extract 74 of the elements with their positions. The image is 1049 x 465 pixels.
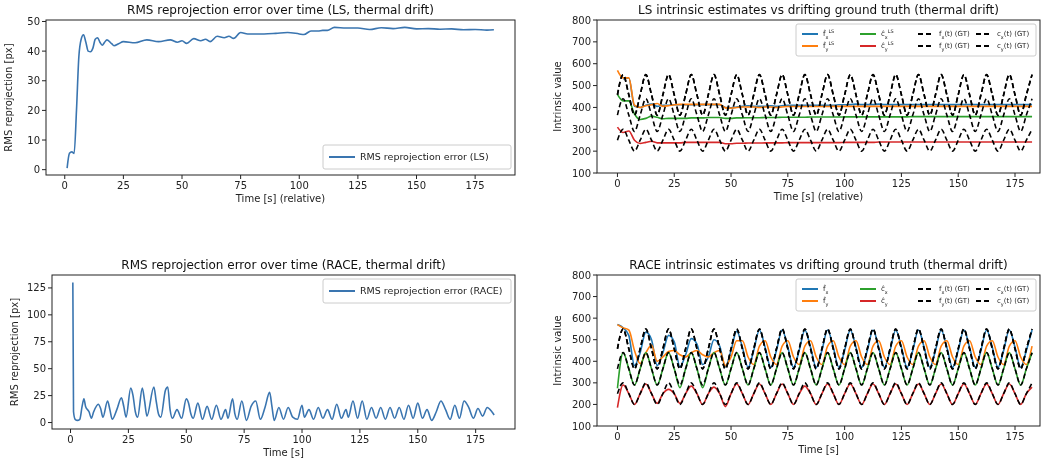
y-tick-label: 0 [33,164,40,176]
y-tick-label: 800 [571,269,591,281]
y-tick-label: 300 [571,377,591,389]
y-tick-label: 400 [571,355,591,367]
y-axis-title: RMS reprojection [px] [3,43,14,152]
y-tick-label: 25 [33,390,46,402]
x-tick-label: 125 [891,178,911,189]
legend-label: RMS reprojection error (RACE) [360,285,503,297]
x-tick-label: 0 [614,178,621,189]
x-tick-label: 50 [175,180,189,191]
x-tick-label: 175 [1005,431,1025,442]
y-tick-label: 600 [571,58,591,70]
y-tick-label: 20 [27,104,40,116]
y-tick-label: 600 [571,312,591,324]
x-tick-label: 50 [724,178,738,189]
x-tick-label: 100 [292,434,312,445]
y-tick-label: 10 [27,134,40,146]
y-tick-label: 300 [571,123,591,135]
chart-title: RACE intrinsic estimates vs drifting ground truth (thermal drift) [629,258,1008,272]
chart-title: LS intrinsic estimates vs drifting ground truth (thermal drift) [638,3,999,17]
y-axis-title: Intrinsic value [552,315,563,386]
y-tick-label: 400 [571,101,591,113]
x-axis-title: Time [s] (relative) [772,191,864,202]
x-tick-label: 50 [179,434,193,445]
x-tick-label: 150 [948,431,968,442]
y-tick-label: 50 [33,363,46,375]
y-tick-label: 700 [571,291,591,303]
y-tick-label: 500 [571,334,591,346]
y-tick-label: 800 [571,14,591,26]
y-tick-label: 50 [27,15,40,27]
x-tick-label: 0 [614,431,621,442]
y-axis-title: Intrinsic value [552,61,563,132]
x-tick-label: 125 [350,434,370,445]
y-tick-label: 100 [26,309,46,321]
x-axis-title: Time [s] [797,444,839,455]
x-tick-label: 25 [122,434,135,445]
x-tick-label: 50 [724,431,738,442]
x-tick-label: 175 [466,434,486,445]
y-tick-label: 75 [33,336,46,348]
y-axis-title: RMS reprojection [px] [9,297,20,407]
x-axis-title: Time [s] (relative) [234,193,326,204]
y-tick-label: 200 [571,145,591,157]
x-tick-label: 75 [234,180,247,191]
x-tick-label: 150 [408,434,428,445]
x-tick-label: 175 [465,180,485,191]
x-tick-label: 100 [289,180,309,191]
y-tick-label: 700 [571,36,591,48]
x-tick-label: 25 [117,180,130,191]
x-axis-title: Time [s] [262,447,304,458]
y-tick-label: 40 [27,45,40,57]
x-tick-label: 100 [835,178,855,189]
x-tick-label: 175 [1005,178,1025,189]
x-tick-label: 150 [948,178,968,189]
y-tick-label: 0 [39,417,46,429]
y-tick-label: 500 [571,80,591,92]
x-tick-label: 25 [667,431,681,442]
y-tick-label: 200 [571,398,591,410]
x-tick-label: 125 [891,431,911,442]
chart-title: RMS reprojection error over time (LS, thermal drift) [127,3,434,17]
x-tick-label: 150 [406,180,427,191]
y-tick-label: 30 [27,75,40,87]
x-tick-label: 100 [835,431,855,442]
legend-label: RMS reprojection error (LS) [360,151,489,163]
chart-title: RMS reprojection error over time (RACE, thermal drift) [121,258,446,272]
y-tick-label: 100 [571,420,591,432]
x-tick-label: 125 [348,180,368,191]
x-tick-label: 75 [781,178,795,189]
x-tick-label: 0 [61,180,68,191]
x-tick-label: 25 [667,178,681,189]
y-tick-label: 100 [571,167,591,179]
x-tick-label: 75 [237,434,251,445]
x-tick-label: 75 [781,431,795,442]
y-tick-label: 125 [26,282,46,294]
x-tick-label: 0 [67,434,74,445]
